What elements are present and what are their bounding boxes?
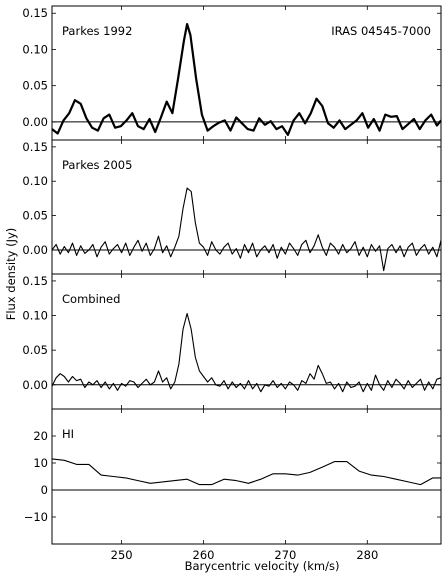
panel-4: −10 0 10 20 HI [24, 408, 442, 545]
y-tick-label: 0.00 [22, 378, 48, 392]
panel-label: Combined [62, 292, 120, 306]
x-axis: 250 260 270 280 [111, 548, 379, 562]
panel-annotation: IRAS 04545-7000 [331, 24, 431, 38]
panel-2: 0.00 0.05 0.10 0.15 Parkes 2005 [22, 139, 442, 275]
y-tick-label: 0.00 [22, 115, 48, 129]
series-line [51, 187, 442, 272]
y-tick-label: 0.05 [22, 343, 48, 357]
y-tick-label: 20 [33, 429, 48, 443]
x-axis-label: Barycentric velocity (km/s) [185, 559, 340, 573]
series-line [51, 458, 441, 486]
panel-frame [51, 408, 442, 545]
panel-label: Parkes 1992 [62, 24, 132, 38]
series-line [51, 23, 442, 136]
x-tick-label: 270 [274, 548, 296, 562]
series-line [51, 312, 442, 393]
y-tick-label: 0.15 [22, 6, 48, 20]
y-tick-label: 0.10 [22, 309, 48, 323]
y-tick-label: 0.05 [22, 209, 48, 223]
y-tick-label: 0.15 [22, 140, 48, 154]
y-axis-label: Flux density (Jy) [4, 228, 18, 321]
x-tick-label: 250 [111, 548, 133, 562]
y-tick-label: 0.10 [22, 42, 48, 56]
panels: 0.00 0.05 0.10 0.15 Parkes 1992 IRAS 04545-70… [22, 5, 442, 545]
x-tick-label: 280 [356, 548, 378, 562]
y-tick-label: 0.00 [22, 243, 48, 257]
panel-label: HI [62, 427, 74, 441]
y-tick-label: 10 [33, 456, 48, 470]
y-tick-label: 0 [41, 483, 48, 497]
panel-1: 0.00 0.05 0.10 0.15 Parkes 1992 IRAS 04545-70… [22, 5, 442, 141]
y-tick-label: 0.05 [22, 79, 48, 93]
y-tick-label: −10 [24, 510, 48, 524]
y-tick-label: 0.10 [22, 174, 48, 188]
panel-label: Parkes 2005 [62, 158, 132, 172]
x-tick-label: 260 [193, 548, 215, 562]
y-tick-label: 0.15 [22, 274, 48, 288]
